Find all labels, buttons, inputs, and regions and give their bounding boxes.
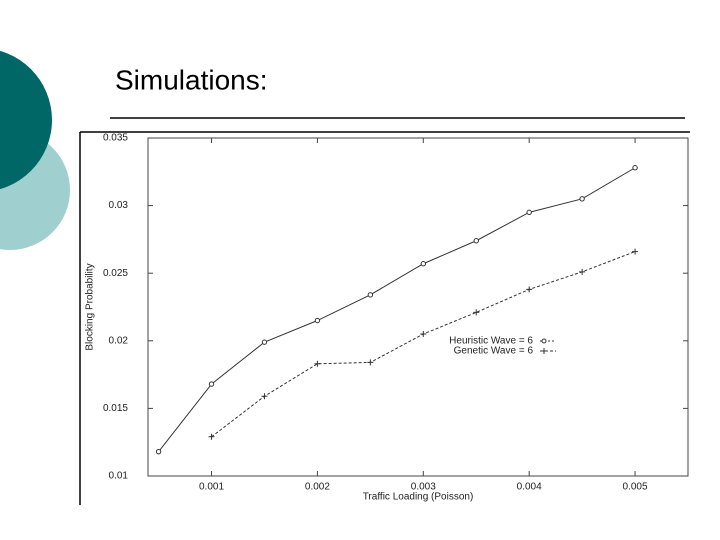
- legend-label: Genetic Wave = 6: [454, 346, 534, 357]
- y-tick-label: 0.01: [109, 471, 129, 482]
- x-tick-label: 0.002: [305, 482, 330, 493]
- point: [579, 268, 586, 275]
- slide-title: Simulations:: [115, 64, 268, 95]
- y-tick-label: 0.02: [109, 335, 129, 346]
- series-line: [158, 167, 636, 452]
- point: [420, 331, 427, 338]
- point: [314, 317, 321, 324]
- x-axis-label: Traffic Loading (Poisson): [363, 492, 474, 503]
- decor-circle-dark: [0, 50, 52, 190]
- point: [314, 360, 321, 367]
- point: [208, 433, 215, 440]
- plot-area: [147, 137, 689, 477]
- point: [261, 393, 268, 400]
- y-tick-label: 0.025: [103, 268, 128, 279]
- point: [420, 261, 426, 267]
- y-tick-label: 0.015: [103, 403, 128, 414]
- point: [367, 292, 374, 298]
- legend-marker: [541, 338, 547, 344]
- point: [473, 309, 480, 316]
- y-tick-label: 0.035: [103, 133, 128, 144]
- legend-marker: [541, 348, 547, 354]
- x-tick-label: 0.004: [517, 482, 542, 493]
- x-tick-label: 0.003: [411, 482, 436, 493]
- y-tick-label: 0.03: [109, 200, 129, 211]
- legend-label: Heuristic Wave = 6: [449, 336, 533, 347]
- point: [473, 238, 479, 244]
- x-tick-label: 0.005: [623, 482, 648, 493]
- point: [261, 339, 268, 345]
- x-tick-label: 0.001: [199, 482, 224, 493]
- point: [526, 209, 532, 216]
- point: [526, 286, 533, 293]
- point: [155, 448, 162, 455]
- point: [632, 165, 638, 171]
- series-line: [211, 251, 636, 438]
- point: [367, 359, 374, 366]
- y-axis-label: Blocking Probability: [85, 263, 96, 350]
- point: [632, 248, 639, 255]
- point: [579, 196, 585, 202]
- point: [208, 381, 215, 387]
